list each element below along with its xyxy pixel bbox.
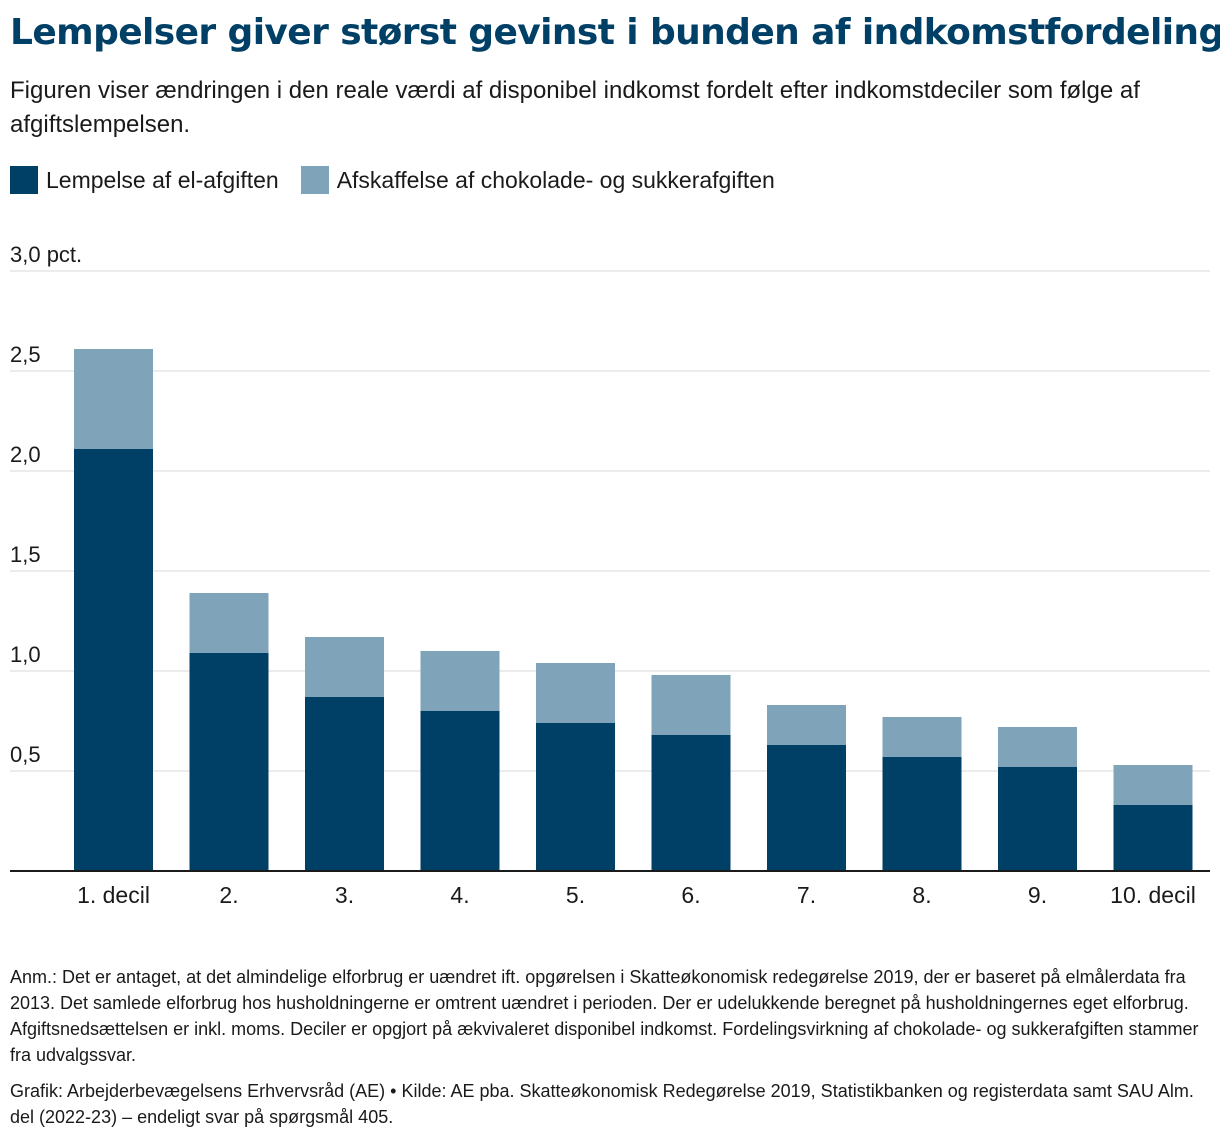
x-tick-label: 8. xyxy=(912,882,931,908)
x-tick-label: 4. xyxy=(450,882,469,908)
bar-segment-el xyxy=(998,767,1077,871)
bar-segment-sukker xyxy=(1113,765,1193,805)
x-tick-label: 10. decil xyxy=(1110,882,1196,908)
bar-segment-sukker xyxy=(651,675,731,735)
x-tick-label: 3. xyxy=(335,882,354,908)
x-tick-label: 9. xyxy=(1028,882,1047,908)
bar-segment-el xyxy=(536,723,615,871)
legend-label-sukker: Afskaffelse af chokolade- og sukkerafgif… xyxy=(336,166,775,193)
chart-title: Lempelser giver størst gevinst i bunden … xyxy=(10,12,1220,53)
x-tick-label: 1. decil xyxy=(77,882,150,908)
chart-subtitle: Figuren viser ændringen i den reale værd… xyxy=(10,77,1140,138)
x-tick-label: 6. xyxy=(681,882,700,908)
chart-source: Grafik: Arbejderbevægelsens Erhvervsråd … xyxy=(10,1081,1194,1127)
bar-segment-sukker xyxy=(882,717,962,757)
bar-segment-sukker xyxy=(998,727,1077,767)
bar-segment-sukker xyxy=(767,705,846,745)
bar-chart: 0,5 1,0 1,5 2,0 2,5 3,0 pct. 1. decil 2. 3. 4. 5. 6… xyxy=(10,242,1210,908)
bar-segment-el xyxy=(305,697,384,871)
chart-note: Anm.: Det er antaget, at det almindelige… xyxy=(10,967,1199,1065)
y-tick-label: 1,0 xyxy=(10,642,41,667)
bar-segment-sukker xyxy=(305,637,384,697)
bar-segment-sukker xyxy=(420,651,500,711)
legend-label-el: Lempelse af el-afgiften xyxy=(46,166,279,193)
bar-segment-el xyxy=(189,653,269,871)
bar-segment-sukker xyxy=(189,593,269,653)
legend-item-el: Lempelse af el-afgiften xyxy=(10,166,279,194)
bar-segment-el xyxy=(74,449,153,871)
y-tick-label: 3,0 pct. xyxy=(10,242,82,267)
x-tick-label: 2. xyxy=(219,882,238,908)
bar-segment-el xyxy=(651,735,731,871)
bar-segment-el xyxy=(767,745,846,871)
legend-swatch-el xyxy=(10,166,38,194)
y-tick-label: 2,0 xyxy=(10,442,41,467)
legend: Lempelse af el-afgiften Afskaffelse af c… xyxy=(10,166,797,194)
bar-segment-sukker xyxy=(74,349,153,449)
y-tick-label: 1,5 xyxy=(10,542,41,567)
bar-segment-el xyxy=(420,711,500,871)
x-tick-label: 5. xyxy=(566,882,585,908)
legend-item-sukker: Afskaffelse af chokolade- og sukkerafgif… xyxy=(300,166,775,194)
x-tick-label: 7. xyxy=(797,882,816,908)
y-tick-label: 0,5 xyxy=(10,742,41,767)
bar-segment-el xyxy=(882,757,962,871)
bar-segment-el xyxy=(1113,805,1193,871)
legend-swatch-sukker xyxy=(300,166,329,194)
bar-segment-sukker xyxy=(536,663,615,723)
y-tick-label: 2,5 xyxy=(10,342,41,367)
